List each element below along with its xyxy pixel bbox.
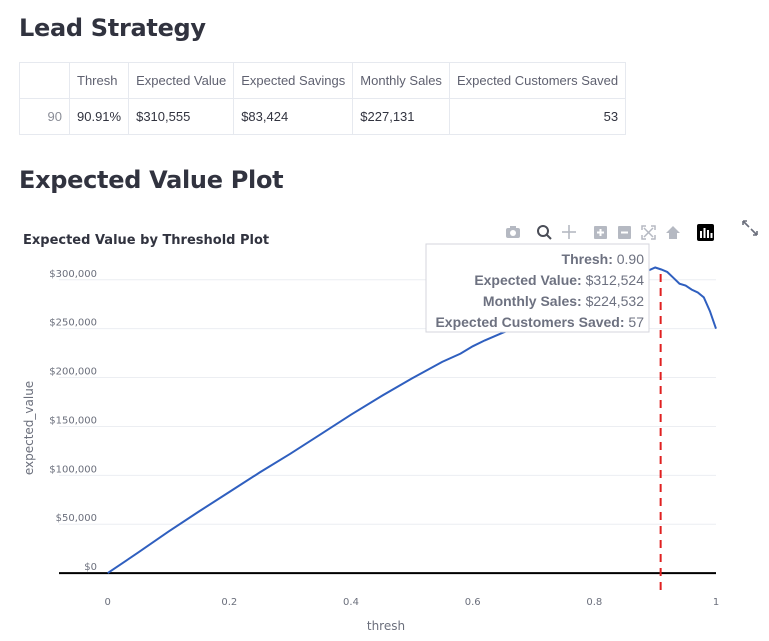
chart-modebar bbox=[506, 224, 714, 241]
x-axis-ticks: 0 0.2 0.4 0.6 0.8 1 bbox=[104, 597, 719, 608]
cell-thresh[interactable]: 90.91% bbox=[68, 98, 130, 135]
column-header-expected-customers-saved[interactable]: Expected Customers Saved bbox=[448, 62, 627, 99]
y-tick-label: $0 bbox=[84, 562, 97, 573]
expand-icon[interactable] bbox=[742, 220, 758, 236]
column-header-expected-value[interactable]: Expected Value bbox=[128, 62, 235, 99]
y-axis-ticks: $0 $50,000 $100,000 $150,000 $200,000 $250,00… bbox=[49, 269, 97, 573]
x-tick-label: 0.2 bbox=[221, 597, 237, 608]
hover-tooltip: Thresh: 0.90 Expected Value: $312,524 Mo… bbox=[425, 243, 650, 333]
table-row: 90 90.91% $310,555 $83,424 $227,131 53 bbox=[19, 98, 627, 135]
zoom-in-icon[interactable] bbox=[594, 226, 607, 239]
table-header-row: Thresh Expected Value Expected Savings M… bbox=[19, 62, 627, 99]
page-title-lead-strategy: Lead Strategy bbox=[19, 14, 206, 42]
autoscale-icon[interactable] bbox=[641, 225, 656, 240]
x-tick-label: 0.6 bbox=[465, 597, 481, 608]
column-header-monthly-sales[interactable]: Monthly Sales bbox=[352, 62, 450, 99]
hover-row-thresh: Thresh: 0.90 bbox=[562, 251, 645, 267]
y-tick-label: $100,000 bbox=[49, 464, 97, 475]
x-tick-label: 0.8 bbox=[586, 597, 602, 608]
chart-title: Expected Value by Threshold Plot bbox=[23, 233, 269, 248]
cell-expected-value[interactable]: $310,555 bbox=[128, 98, 235, 135]
expected-value-chart[interactable]: Expected Value by Threshold Plot bbox=[0, 210, 769, 641]
y-axis-title: expected_value bbox=[22, 381, 36, 475]
hover-row-monthly-sales: Monthly Sales: $224,532 bbox=[483, 293, 644, 309]
x-tick-label: 0 bbox=[104, 597, 110, 608]
plotly-logo-icon[interactable] bbox=[697, 224, 714, 241]
column-header-index[interactable] bbox=[19, 62, 70, 99]
section-title-expected-value-plot: Expected Value Plot bbox=[19, 166, 284, 194]
zoom-out-icon[interactable] bbox=[618, 226, 631, 239]
cell-expected-savings[interactable]: $83,424 bbox=[233, 98, 354, 135]
y-tick-label: $200,000 bbox=[49, 367, 97, 378]
cell-expected-customers-saved[interactable]: 53 bbox=[448, 98, 627, 135]
cell-monthly-sales[interactable]: $227,131 bbox=[352, 98, 450, 135]
zoom-icon[interactable] bbox=[537, 225, 552, 240]
camera-icon[interactable] bbox=[506, 226, 520, 238]
y-tick-label: $150,000 bbox=[49, 415, 97, 426]
hover-row-expected-value: Expected Value: $312,524 bbox=[474, 272, 644, 288]
cell-index[interactable]: 90 bbox=[19, 98, 70, 135]
x-tick-label: 0.4 bbox=[343, 597, 359, 608]
column-header-thresh[interactable]: Thresh bbox=[68, 62, 130, 99]
lead-strategy-table: Thresh Expected Value Expected Savings M… bbox=[19, 62, 627, 135]
column-header-expected-savings[interactable]: Expected Savings bbox=[233, 62, 354, 99]
pan-icon[interactable] bbox=[562, 225, 576, 239]
y-tick-label: $50,000 bbox=[56, 513, 97, 524]
y-tick-label: $250,000 bbox=[49, 318, 97, 329]
x-tick-label: 1 bbox=[713, 597, 719, 608]
x-axis-title: thresh bbox=[367, 619, 405, 633]
reset-axes-icon[interactable] bbox=[666, 226, 680, 239]
y-tick-label: $300,000 bbox=[49, 269, 97, 280]
hover-row-expected-customers-saved: Expected Customers Saved: 57 bbox=[435, 314, 644, 330]
